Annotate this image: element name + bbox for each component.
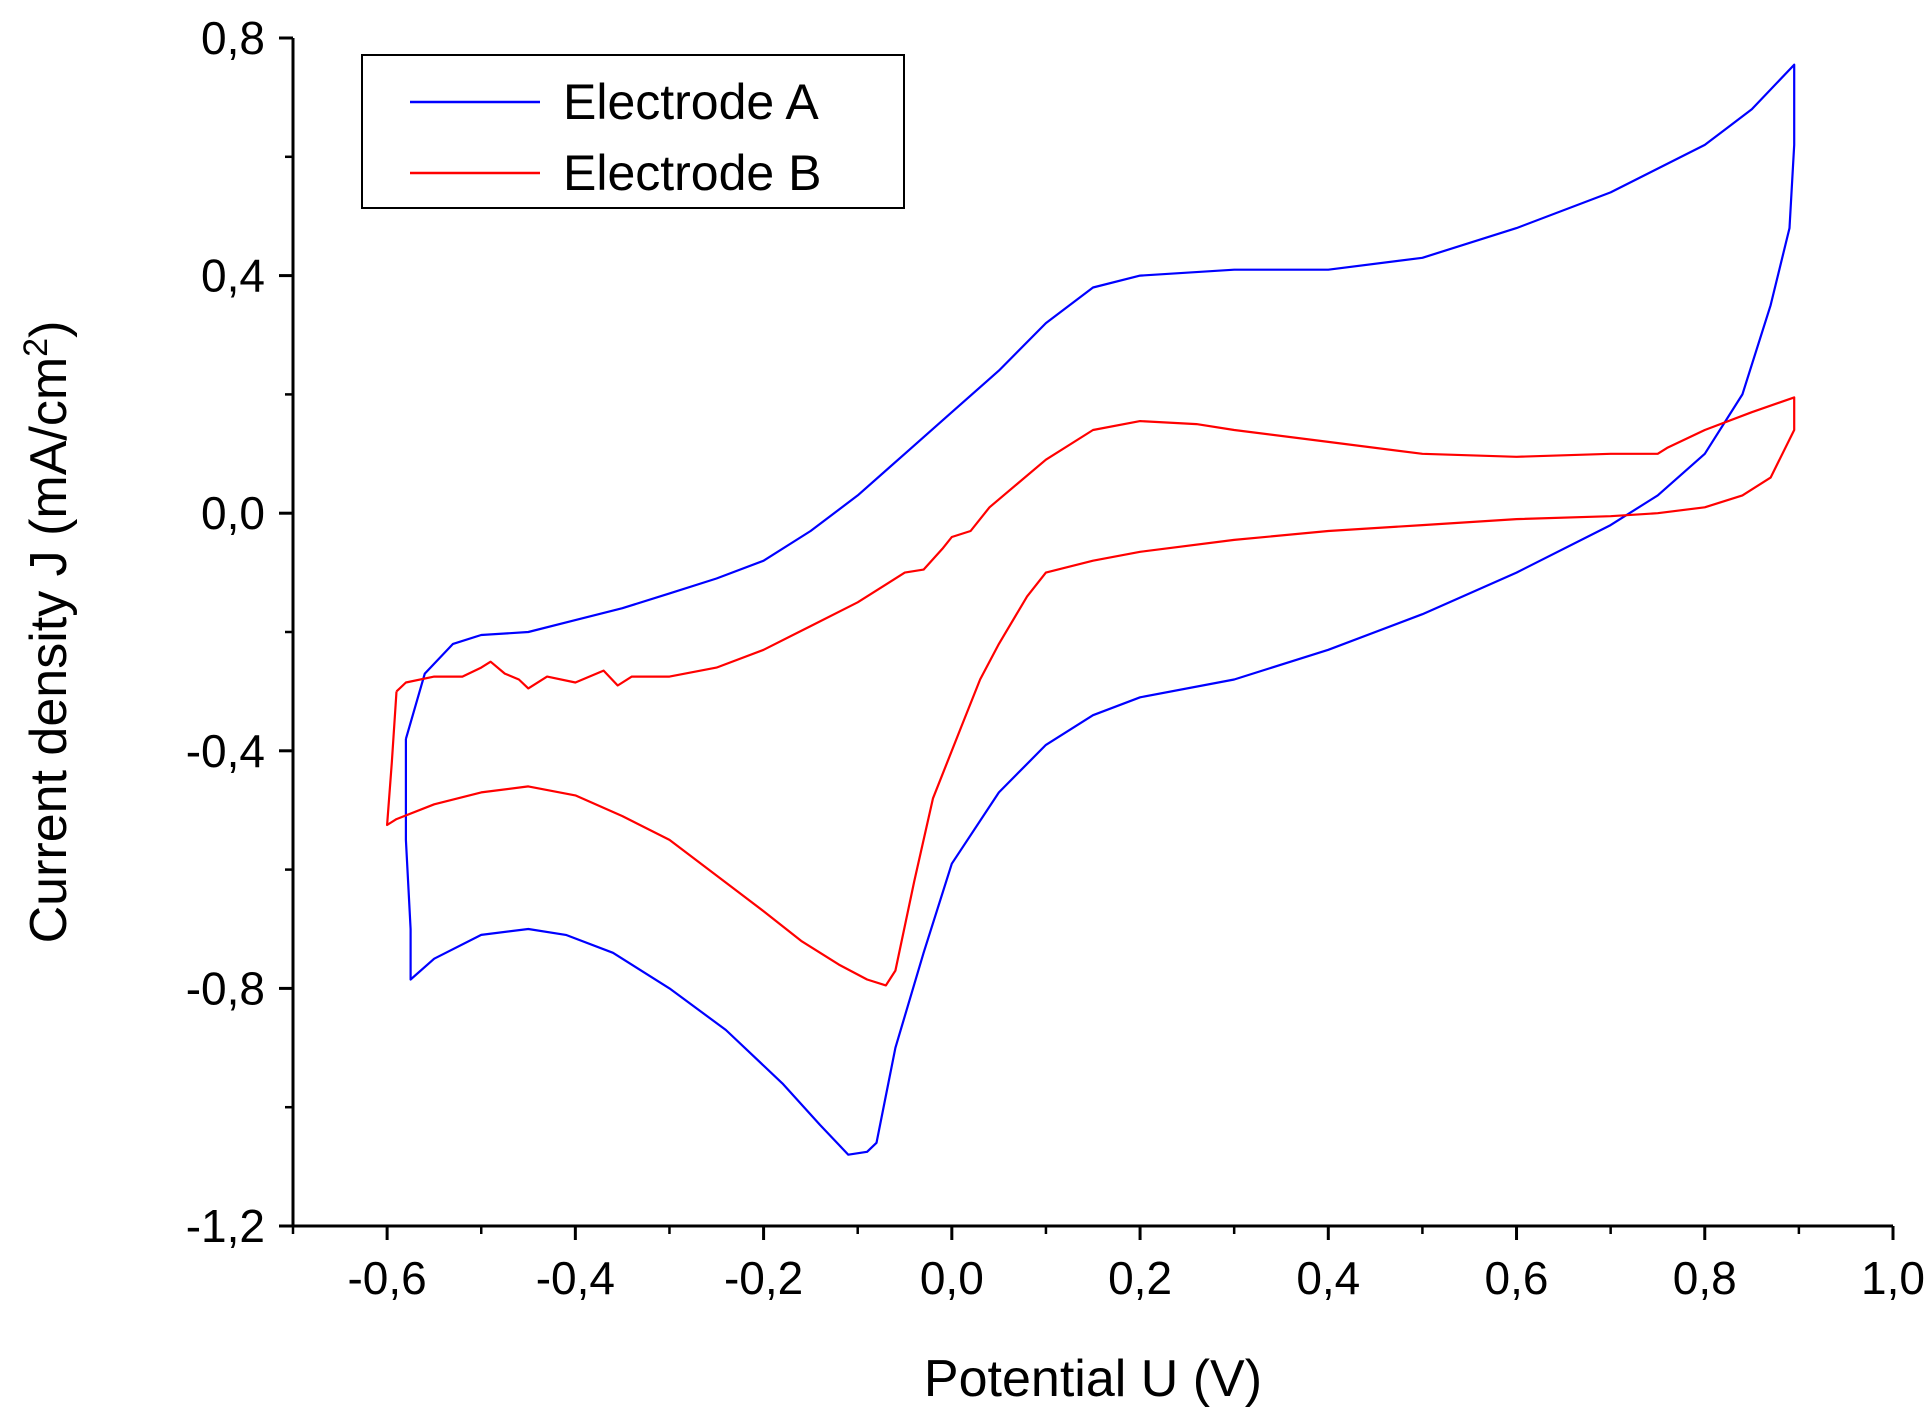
y-axis-title-main: Current density J (mA/cm	[20, 357, 78, 944]
x-tick-label: -0,6	[347, 1252, 426, 1304]
x-tick-label: -0,4	[536, 1252, 615, 1304]
y-axis-title: Current density J (mA/cm2)	[17, 321, 78, 944]
y-tick-label: -0,8	[186, 962, 265, 1014]
y-axis-title-superscript: 2	[17, 338, 55, 357]
x-tick-label: 0,8	[1673, 1252, 1737, 1304]
series-line-electrode-a	[404, 63, 1796, 1156]
series-layer	[386, 63, 1796, 1156]
y-axis-title-close: )	[20, 321, 78, 338]
x-tick-label: 0,2	[1108, 1252, 1172, 1304]
legend: Electrode A Electrode B	[361, 54, 905, 209]
x-tick-label: 1,0	[1861, 1252, 1925, 1304]
y-tick-label: 0,0	[201, 487, 265, 539]
legend-label-electrode-b: Electrode B	[563, 145, 821, 201]
y-tick-label: -0,4	[186, 725, 265, 777]
legend-box	[361, 54, 905, 209]
x-tick-label: 0,6	[1485, 1252, 1549, 1304]
series-line-electrode-b	[386, 396, 1796, 987]
x-tick-label: 0,0	[920, 1252, 984, 1304]
y-tick-label: 0,4	[201, 250, 265, 302]
x-axis-title: Potential U (V)	[924, 1350, 1262, 1408]
y-tick-label: 0,8	[201, 12, 265, 64]
legend-label-electrode-a: Electrode A	[563, 74, 819, 130]
ticks-layer: -0,6 -0,4 -0,2 0,0 0,2 0,4 0,6 0,8 1,0 0,8 0,4 0,0 -…	[186, 12, 1925, 1304]
x-tick-label: 0,4	[1296, 1252, 1360, 1304]
x-tick-label: -0,2	[724, 1252, 803, 1304]
y-tick-label: -1,2	[186, 1200, 265, 1252]
